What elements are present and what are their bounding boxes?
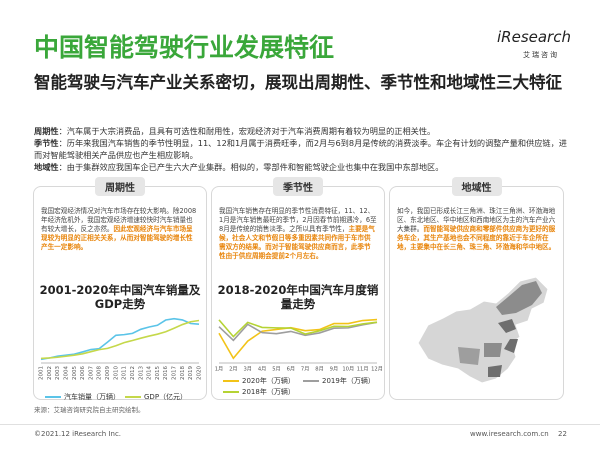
- x-tick-label: 12月: [371, 366, 383, 373]
- region-yangtze: [504, 339, 518, 353]
- x-tick-label: 2001: [39, 366, 45, 380]
- x-tick-label: 2010: [113, 366, 119, 380]
- x-tick-label: 8月: [315, 366, 324, 373]
- panel-heading: 季节性: [273, 177, 323, 196]
- x-tick-label: 6月: [287, 366, 296, 373]
- x-tick-label: 2020: [197, 366, 203, 380]
- chart-title: 2001-2020年中国汽车销量及GDP走势: [39, 283, 201, 312]
- point-label: 地域性: [34, 161, 59, 172]
- panel-text-highlight: 因此宏观经济与汽车市场呈现较为明显的正相关关系，从而对智能驾驶的增长性产生一定影…: [41, 225, 193, 252]
- x-tick-label: 2004: [63, 366, 69, 380]
- page-number: 22: [558, 430, 567, 438]
- point-label: 季节性: [34, 137, 59, 148]
- region-southwest: [458, 347, 480, 365]
- x-tick-label: 2016: [163, 366, 169, 380]
- source: 来源：艾瑞咨询研究院自主研究绘制。: [34, 406, 145, 414]
- x-tick-label: 2015: [155, 366, 161, 380]
- panel-text: 如今，我国已形成长江三角洲、珠江三角洲、环渤海地区、东北地区、华中地区和西南地区…: [397, 207, 556, 252]
- panel: 周期性我国宏观经济情况对汽车市场存在较大影响。除2008年经济危机外，我国宏观经…: [33, 177, 207, 401]
- point: 季节性：历年来我国汽车销售的季节性明显，11、12和1月属于消费旺季，而2月与6…: [34, 138, 574, 162]
- x-tick-label: 2003: [55, 366, 61, 380]
- x-tick-label: 2009: [105, 366, 111, 380]
- point: 周期性：汽车属于大宗消费品，且具有可选性和耐用性，宏观经济对于汽车消费周期有着较…: [34, 126, 574, 138]
- x-tick-label: 2007: [88, 366, 94, 380]
- legend-label: 汽车销量（万辆）: [64, 392, 120, 401]
- region-bohai: [498, 319, 516, 333]
- panel: 季节性我国汽车销售存在明显的季节性消费特征，11、12、1月是汽车销售最旺的季节…: [211, 177, 385, 400]
- title: 中国智能驾驶行业发展特征: [34, 33, 335, 62]
- x-tick-label: 2012: [130, 366, 136, 380]
- points: 周期性：汽车属于大宗消费品，且具有可选性和耐用性，宏观经济对于汽车消费周期有着较…: [34, 126, 574, 174]
- series-line: [218, 318, 378, 360]
- x-tick-label: 1月: [215, 366, 224, 373]
- x-tick-label: 2014: [147, 366, 153, 380]
- chart: 1月 2月 3月 4月 5月 6月 7月 8月 9月 10月 11月 12月 2020年（万辆） 2019…: [215, 318, 383, 396]
- x-tick-label: 2月: [229, 366, 238, 373]
- panel-text: 我国汽车销售存在明显的季节性消费特征，11、12、1月是汽车销售最旺的季节，2月…: [219, 207, 377, 262]
- x-tick-label: 4月: [258, 366, 267, 373]
- panel-heading: 周期性: [95, 177, 145, 196]
- url: www.iresearch.com.cn: [470, 430, 549, 438]
- x-tick-label: 5月: [272, 366, 281, 373]
- panel-text-highlight: 主要是气候，社会人文和节假日等多重因素共同作用于车市供需双方的结果。而对于智能驾…: [219, 225, 375, 261]
- panel-text-normal: 如今，我国已形成长江三角洲、珠江三角洲、环渤海地区、东北地区、华中地区和西南地区…: [397, 207, 556, 234]
- copyright: ©2021.12 iResearch Inc.: [34, 430, 122, 438]
- x-tick-label: 2011: [122, 366, 128, 380]
- x-tick-label: 3月: [243, 366, 252, 373]
- series-line: [40, 319, 200, 360]
- panel: 地域性如今，我国已形成长江三角洲、珠江三角洲、环渤海地区、东北地区、华中地区和西…: [389, 177, 564, 400]
- region-northeast: [496, 281, 542, 315]
- series-line: [40, 317, 200, 361]
- legend-label: 2018年（万辆）: [242, 387, 295, 396]
- brand-cn: 艾瑞咨询: [523, 51, 559, 59]
- region-central: [484, 343, 502, 357]
- x-tick-label: 2006: [80, 366, 86, 380]
- legend-label: 2020年（万辆）: [242, 376, 295, 385]
- brand: iResearch: [497, 28, 571, 46]
- chart-title: 2018-2020年中国汽车月度销量走势: [217, 283, 379, 312]
- panel-text-normal: 我国汽车销售存在明显的季节性消费特征，11、12、1月是汽车销售最旺的季节，2月…: [219, 207, 377, 234]
- legend-label: GDP（亿元）: [144, 392, 187, 401]
- x-tick-label: 2008: [97, 366, 103, 380]
- x-tick-label: 10月: [342, 366, 354, 373]
- chart: 2001 2002 2003 2004 2005 2006 2007 2008 2009 2010…: [39, 317, 203, 401]
- subtitle: 智能驾驶与汽车产业关系密切，展现出周期性、季节性和地域性三大特征: [34, 73, 562, 92]
- point: 地域性：由于集群效应我国车企已产生六大产业集群。相似的，零部件和智能驾驶企业也集…: [34, 162, 574, 174]
- x-tick-label: 7月: [301, 366, 310, 373]
- map: [417, 276, 549, 384]
- x-tick-label: 2017: [172, 366, 178, 380]
- point-label: 周期性: [34, 126, 59, 136]
- series-line: [218, 321, 378, 342]
- point-text: ：由于集群效应我国车企已产生六大产业集群。相似的，零部件和智能驾驶企业也集中在我…: [58, 161, 444, 172]
- x-tick-label: 2013: [138, 366, 144, 380]
- panel-text-highlight: 而智能驾驶供应商和零部件供应商为更好的服务车企，其生产基地也会不同程度的靠近于车…: [397, 225, 556, 252]
- panel-heading: 地域性: [451, 177, 502, 196]
- x-tick-label: 2019: [188, 366, 194, 380]
- point-text: ：汽车属于大宗消费品，且具有可选性和耐用性，宏观经济对于汽车消费周期有着较为明显…: [58, 126, 436, 136]
- point-text: ：历年来我国汽车销售的季节性明显，11、12和1月属于消费旺季，而2月与6到8月…: [34, 137, 567, 160]
- footer-rule: [0, 424, 600, 425]
- legend-label: 2019年（万辆）: [322, 376, 375, 385]
- panel-text-normal: 我国宏观经济情况对汽车市场存在较大影响。除2008年经济危机外，我国宏观经济增速…: [41, 207, 197, 234]
- x-tick-label: 2002: [47, 366, 53, 380]
- panel-text: 我国宏观经济情况对汽车市场存在较大影响。除2008年经济危机外，我国宏观经济增速…: [41, 207, 199, 252]
- x-tick-label: 2005: [72, 366, 78, 380]
- region-pearl: [488, 365, 502, 377]
- x-tick-label: 11月: [357, 366, 369, 373]
- x-tick-label: 9月: [330, 366, 339, 373]
- series-line: [218, 319, 378, 338]
- x-tick-label: 2018: [180, 366, 186, 380]
